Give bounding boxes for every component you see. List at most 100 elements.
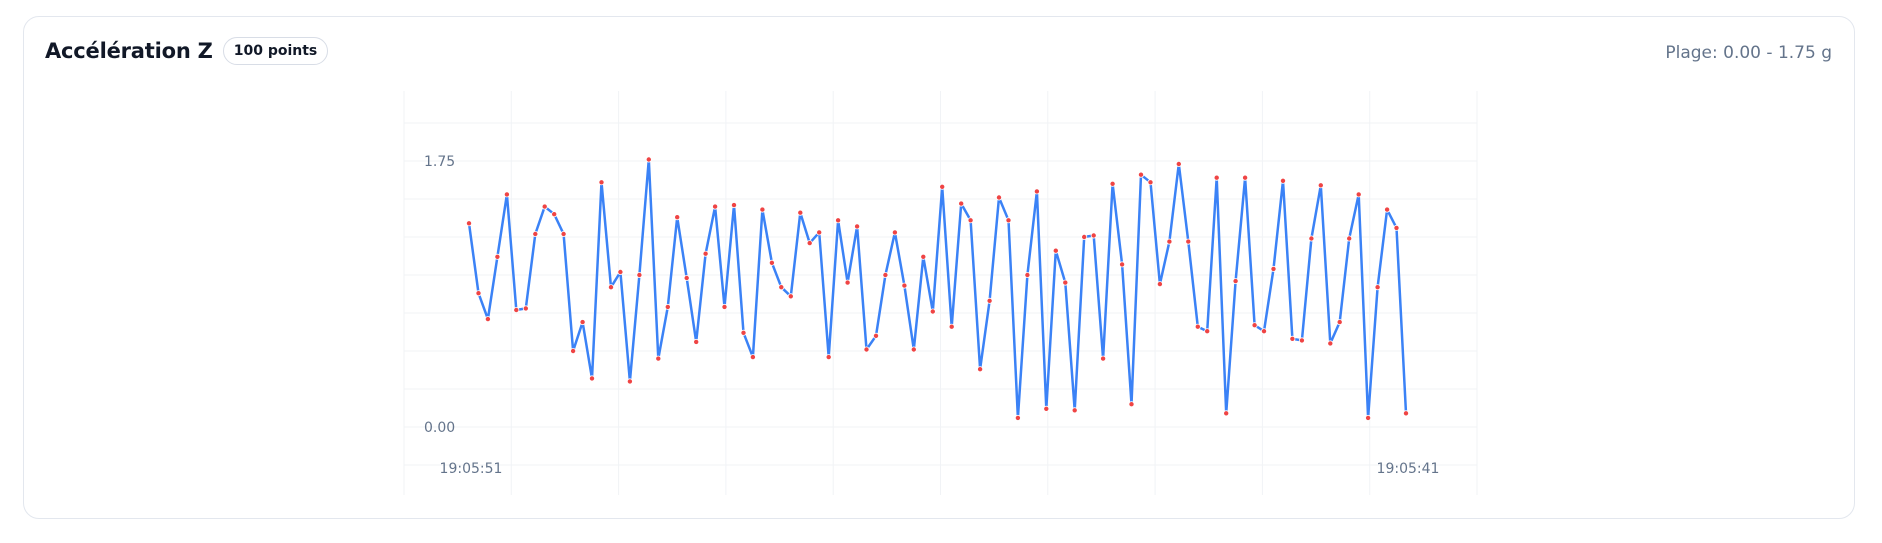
data-point	[806, 240, 813, 247]
data-point	[1317, 182, 1324, 189]
data-point	[1251, 322, 1258, 329]
data-point	[910, 346, 917, 353]
data-point	[636, 271, 643, 278]
data-point	[778, 284, 785, 291]
data-point	[570, 347, 577, 354]
data-point	[844, 279, 851, 286]
data-point	[749, 354, 756, 361]
data-point	[929, 308, 936, 315]
data-point	[617, 268, 624, 275]
data-point	[1336, 319, 1343, 326]
data-point	[1043, 405, 1050, 412]
data-point	[598, 179, 605, 186]
x-axis-ticks: 19:05:51 19:05:41	[440, 461, 1440, 477]
data-point	[1138, 171, 1145, 178]
data-point	[967, 217, 974, 224]
data-point	[1024, 271, 1031, 278]
data-point	[541, 203, 548, 210]
data-point	[522, 305, 529, 312]
data-point	[854, 223, 861, 230]
y-tick-label: 1.75	[424, 154, 455, 170]
data-point	[1308, 235, 1315, 242]
data-point	[1052, 247, 1059, 254]
data-point	[1033, 188, 1040, 195]
data-point	[1289, 335, 1296, 342]
data-point	[1071, 407, 1078, 414]
data-point	[731, 202, 738, 209]
data-point	[939, 183, 946, 190]
chart-grid	[403, 91, 1478, 495]
data-point	[1194, 323, 1201, 330]
data-point	[513, 306, 520, 313]
data-point	[1280, 177, 1287, 184]
data-point	[1346, 235, 1353, 242]
data-point	[986, 297, 993, 304]
data-point	[503, 191, 510, 198]
data-point	[1365, 414, 1372, 421]
data-point	[1393, 224, 1400, 231]
data-point	[494, 253, 501, 260]
data-point	[835, 217, 842, 224]
range-label: Plage: 0.00 - 1.75 g	[1665, 43, 1832, 63]
chart-card: Accélération Z 100 points Plage: 0.00 - …	[23, 16, 1855, 519]
data-point	[863, 346, 870, 353]
data-point	[1166, 238, 1173, 245]
x-tick-label: 19:05:51	[440, 461, 503, 477]
data-point	[977, 366, 984, 373]
data-point	[1223, 410, 1230, 417]
data-point	[996, 194, 1003, 201]
data-point	[645, 156, 652, 163]
data-point	[1270, 265, 1277, 272]
data-point	[759, 206, 766, 213]
data-point	[702, 250, 709, 257]
data-point	[882, 271, 889, 278]
data-point	[683, 274, 690, 281]
data-point	[797, 209, 804, 216]
data-point	[873, 332, 880, 339]
data-point	[721, 303, 728, 310]
data-point	[1128, 401, 1135, 408]
data-point	[1156, 281, 1163, 288]
points-count-badge: 100 points	[222, 37, 329, 65]
data-point	[560, 230, 567, 237]
data-point	[475, 290, 482, 297]
data-point	[1005, 217, 1012, 224]
data-point	[589, 375, 596, 382]
data-point	[901, 282, 908, 289]
data-point	[664, 303, 671, 310]
data-point	[712, 203, 719, 210]
data-point	[1081, 233, 1088, 240]
data-point	[1204, 328, 1211, 335]
series-line-acceleration-z	[467, 158, 1408, 420]
data-point	[1014, 414, 1021, 421]
data-point	[1232, 278, 1239, 285]
series-points	[465, 156, 1410, 421]
data-point	[608, 284, 615, 291]
data-point	[1261, 328, 1268, 335]
data-point	[674, 214, 681, 221]
data-point	[1100, 355, 1107, 362]
data-point	[484, 316, 491, 323]
data-point	[816, 229, 823, 236]
data-point	[1185, 238, 1192, 245]
data-point	[1355, 191, 1362, 198]
y-tick-label: 0.00	[424, 420, 455, 436]
data-point	[1384, 206, 1391, 213]
line-chart: 1.75 0.00 19:05:51 19:05:41	[403, 91, 1478, 495]
data-point	[1213, 174, 1220, 181]
data-point	[948, 323, 955, 330]
data-point	[1403, 410, 1410, 417]
data-point	[1374, 284, 1381, 291]
x-tick-label: 19:05:41	[1377, 461, 1440, 477]
data-point	[1242, 174, 1249, 181]
data-point	[693, 338, 700, 345]
data-point	[825, 354, 832, 361]
data-point	[655, 355, 662, 362]
data-point	[532, 230, 539, 237]
data-point	[626, 378, 633, 385]
data-point	[768, 259, 775, 266]
data-point	[1062, 279, 1069, 286]
data-point	[958, 200, 965, 207]
data-point	[579, 319, 586, 326]
chart-title: Accélération Z	[45, 39, 213, 63]
